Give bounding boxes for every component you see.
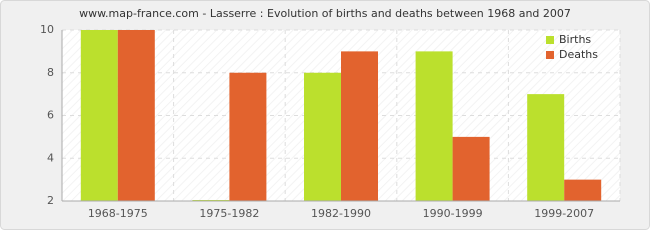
- legend-label: Births: [559, 33, 591, 46]
- bar: [229, 72, 267, 201]
- bar: [452, 136, 490, 201]
- bar: [564, 179, 602, 201]
- bar: [117, 30, 155, 201]
- chart: www.map-france.com - Lasserre : Evolutio…: [0, 0, 650, 230]
- y-tick-label: 8: [47, 66, 54, 79]
- bar: [80, 30, 118, 201]
- chart-title: www.map-france.com - Lasserre : Evolutio…: [79, 7, 571, 20]
- y-tick-label: 2: [47, 194, 54, 207]
- bar: [304, 72, 341, 201]
- legend-swatch: [546, 51, 554, 59]
- y-tick-label: 4: [47, 151, 54, 164]
- x-tick-label: 1999-2007: [534, 207, 594, 220]
- y-tick-label: 10: [40, 23, 54, 36]
- x-tick-label: 1982-1990: [311, 207, 371, 220]
- x-tick-label: 1968-1975: [88, 207, 148, 220]
- bar: [527, 94, 565, 201]
- y-tick-label: 6: [47, 109, 54, 122]
- legend-swatch: [546, 36, 554, 44]
- bar: [341, 51, 378, 201]
- x-tick-label: 1990-1999: [423, 207, 483, 220]
- bar: [415, 51, 453, 201]
- x-tick-label: 1975-1982: [199, 207, 259, 220]
- legend-label: Deaths: [559, 48, 598, 61]
